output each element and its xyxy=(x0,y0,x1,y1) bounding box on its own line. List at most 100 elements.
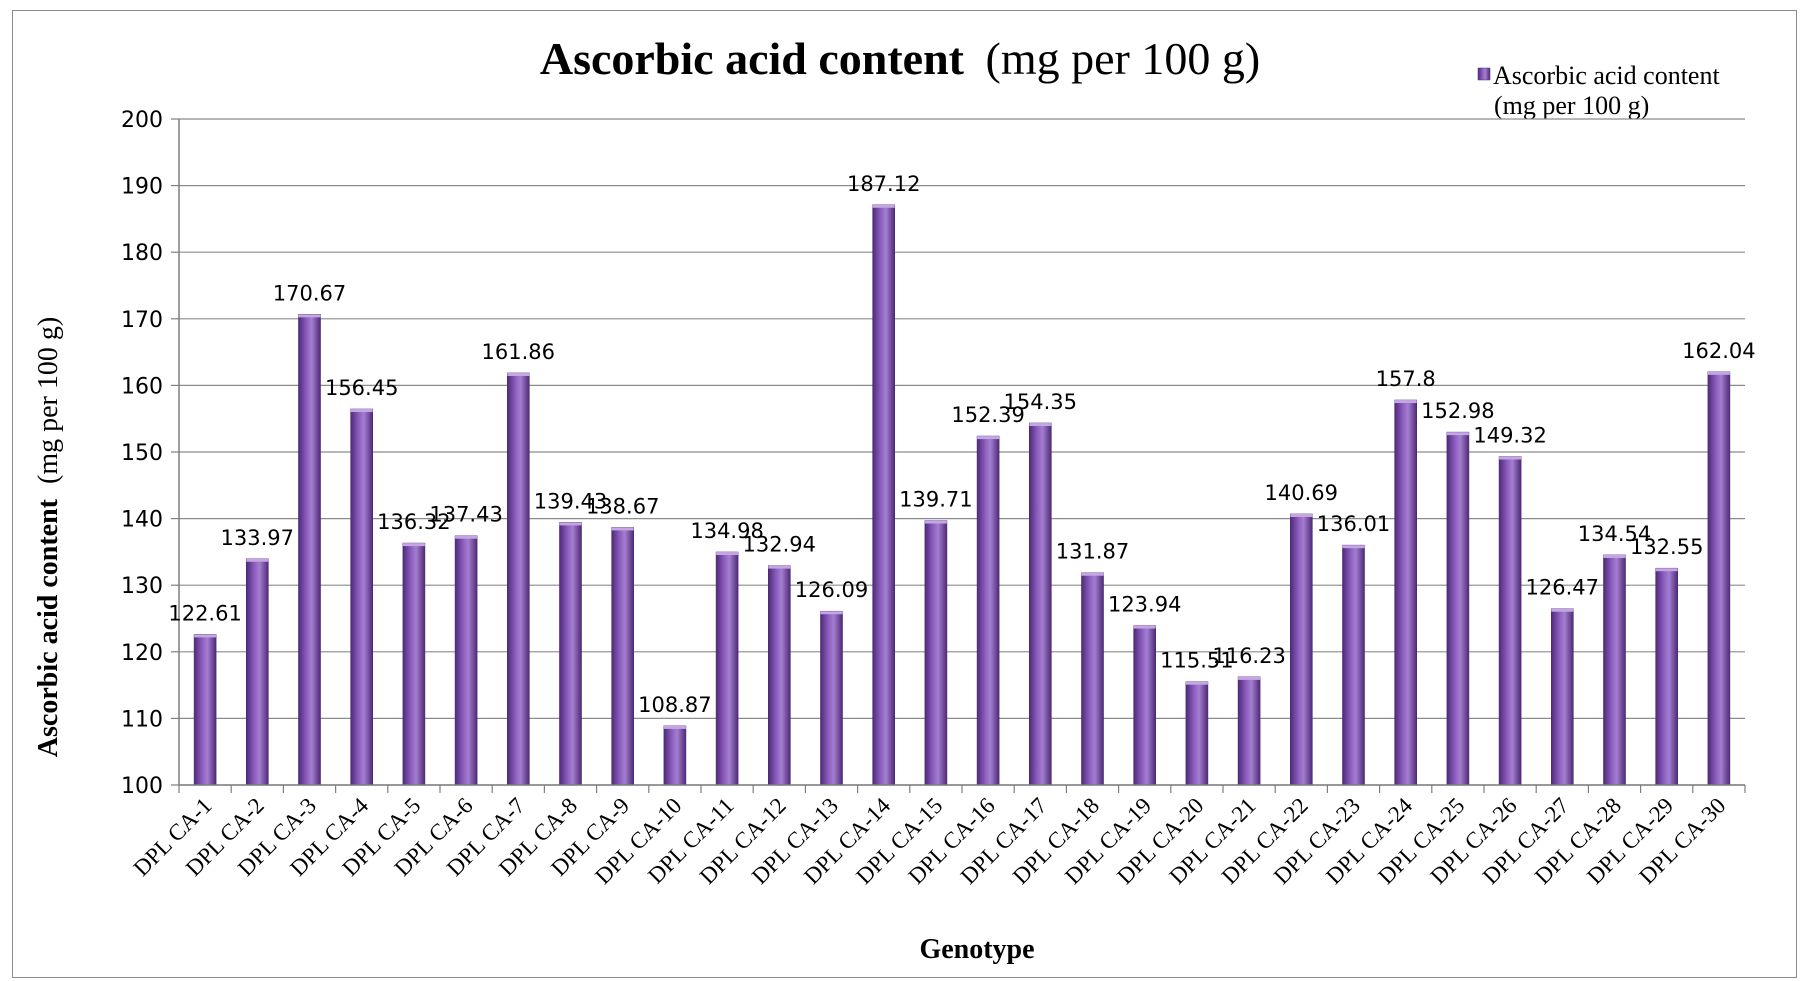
data-label: 161.86 xyxy=(482,340,555,364)
bar-cap xyxy=(1603,554,1626,558)
bar xyxy=(454,535,478,786)
chart-title: Ascorbic acid content (mg per 100 g) xyxy=(540,33,1260,84)
bar xyxy=(1081,572,1104,786)
bar-cap xyxy=(1446,432,1469,436)
bar xyxy=(193,634,217,786)
bar xyxy=(663,725,687,786)
y-tick-label: 190 xyxy=(121,175,163,200)
y-tick-label: 140 xyxy=(121,508,163,533)
bar-cap xyxy=(1290,514,1313,518)
data-label: 154.35 xyxy=(1004,390,1077,414)
y-tick-label: 110 xyxy=(121,707,163,732)
bar xyxy=(976,435,1000,786)
bar xyxy=(559,522,582,786)
bar xyxy=(924,520,948,786)
legend-swatch xyxy=(1477,67,1491,81)
bar-cap xyxy=(350,409,373,413)
bar-cap xyxy=(298,314,321,318)
bar xyxy=(506,372,530,786)
data-label: 187.12 xyxy=(847,172,920,196)
bar-cap xyxy=(924,520,947,524)
bar-cap xyxy=(1133,625,1156,629)
bar-cap xyxy=(872,204,895,208)
data-label: 108.87 xyxy=(638,693,711,717)
bar-cap xyxy=(246,558,269,562)
chart-title-bold: Ascorbic acid content xyxy=(540,33,965,84)
data-label: 134.54 xyxy=(1578,522,1651,546)
data-label: 132.55 xyxy=(1630,535,1703,559)
bar-cap xyxy=(1029,423,1052,427)
data-label: 115.51 xyxy=(1160,649,1233,673)
bar xyxy=(1133,625,1156,786)
bars xyxy=(193,204,1731,786)
data-label: 138.67 xyxy=(586,494,659,518)
data-label: 136.01 xyxy=(1317,512,1390,536)
data-label: 122.61 xyxy=(168,601,241,625)
bar xyxy=(298,314,321,786)
data-label: 136.32 xyxy=(377,510,450,534)
bar xyxy=(872,204,896,786)
data-label: 139.71 xyxy=(899,488,972,512)
data-label: 126.47 xyxy=(1526,576,1599,600)
data-label: 116.23 xyxy=(1212,644,1285,668)
y-tick-label: 150 xyxy=(121,441,163,466)
legend-label-line2: (mg per 100 g) xyxy=(1494,91,1649,120)
legend: Ascorbic acid content (mg per 100 g) xyxy=(1477,61,1720,120)
bar xyxy=(1498,456,1522,786)
bar-cap xyxy=(820,611,843,615)
chart-title-unit: (mg per 100 g) xyxy=(986,33,1261,84)
bar xyxy=(611,527,635,786)
data-label: 152.39 xyxy=(951,403,1024,427)
bar-cap xyxy=(1655,568,1678,572)
bar-cap xyxy=(194,634,217,638)
y-axis-title-bold: Ascorbic acid content xyxy=(33,498,64,757)
bar-cap xyxy=(1081,572,1104,576)
bar xyxy=(1603,554,1626,786)
bar-cap xyxy=(977,436,1000,440)
bar-cap xyxy=(1238,676,1261,680)
data-label: 123.94 xyxy=(1108,593,1181,617)
y-tick-label: 180 xyxy=(121,241,163,266)
y-axis-title: Ascorbic acid content (mg per 100 g) xyxy=(33,317,64,757)
bar xyxy=(767,565,791,786)
bar xyxy=(1394,399,1417,786)
data-label: 140.69 xyxy=(1265,481,1338,505)
bar xyxy=(1290,513,1313,786)
data-label: 134.98 xyxy=(690,519,763,543)
bar xyxy=(1342,544,1365,786)
bar xyxy=(402,542,426,786)
y-tick-label: 100 xyxy=(121,774,163,799)
y-tick-label: 200 xyxy=(121,108,163,133)
bar-cap xyxy=(1551,608,1574,612)
bar xyxy=(246,558,269,786)
data-label: 157.8 xyxy=(1376,367,1436,391)
bar-cap xyxy=(1499,456,1522,460)
bar xyxy=(1446,431,1470,786)
data-label: 170.67 xyxy=(273,281,346,305)
y-tick-label: 170 xyxy=(121,308,163,333)
bar xyxy=(1237,676,1261,786)
data-label: 133.97 xyxy=(221,526,294,550)
bar xyxy=(1551,608,1574,786)
data-label: 156.45 xyxy=(325,376,398,400)
bar-cap xyxy=(455,535,478,539)
data-label: 131.87 xyxy=(1056,540,1129,564)
bar xyxy=(1185,681,1209,786)
y-axis-title-unit: (mg per 100 g) xyxy=(33,317,64,484)
axes xyxy=(178,119,1746,793)
bar-cap xyxy=(716,552,739,556)
bar-cap xyxy=(1185,681,1208,685)
data-label: 139.43 xyxy=(534,489,607,513)
data-label: 132.94 xyxy=(743,533,816,557)
bar-cap xyxy=(507,373,530,377)
x-axis-title: Genotype xyxy=(919,934,1034,965)
data-label: 162.04 xyxy=(1682,339,1755,363)
bar-cap xyxy=(559,522,582,526)
bar-cap xyxy=(1342,545,1365,549)
bar-cap xyxy=(402,543,425,547)
data-label: 152.98 xyxy=(1421,399,1494,423)
bar-cap xyxy=(663,725,686,729)
